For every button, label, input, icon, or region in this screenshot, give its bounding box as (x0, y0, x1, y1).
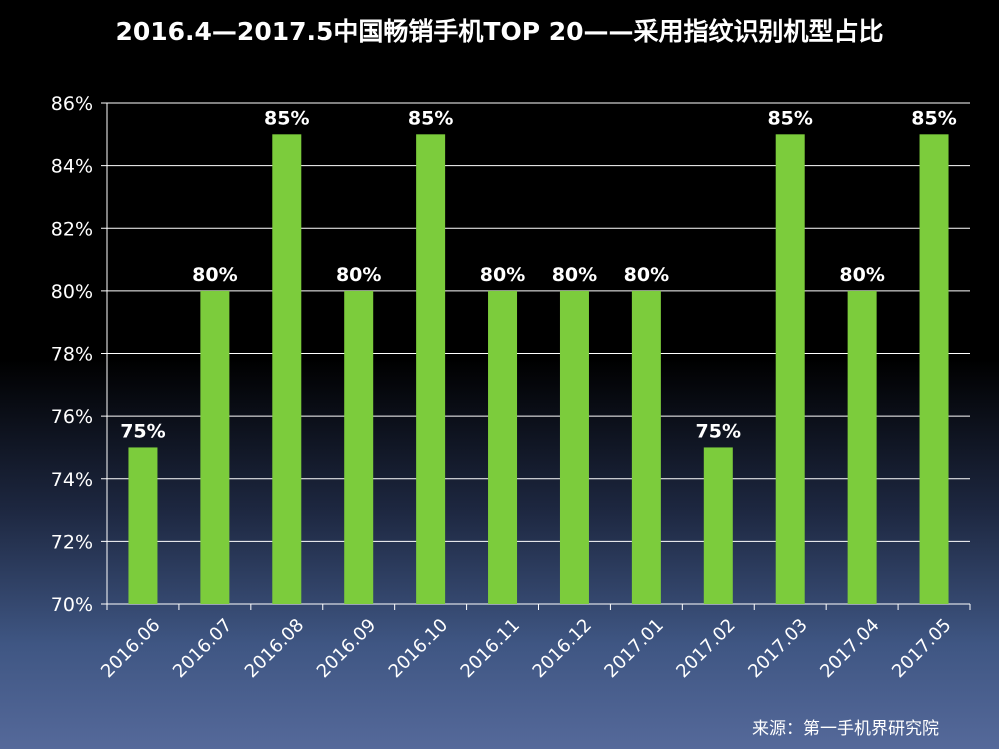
bar (847, 290, 877, 604)
x-tick-label: 2017.02 (672, 615, 739, 682)
data-label: 80% (192, 264, 237, 286)
data-label: 75% (696, 420, 741, 442)
bar (344, 290, 374, 604)
x-tick-label: 2016.06 (97, 615, 164, 682)
data-label: 80% (839, 264, 884, 286)
bar (919, 134, 949, 604)
y-tick-label: 86% (51, 93, 93, 115)
bar (775, 134, 805, 604)
bar (416, 134, 446, 604)
data-label: 75% (120, 420, 165, 442)
y-tick-label: 82% (51, 218, 93, 240)
y-tick-label: 72% (51, 531, 93, 553)
bar (631, 290, 661, 604)
y-tick-label: 78% (51, 344, 93, 366)
y-tick-label: 74% (51, 469, 93, 491)
y-tick-label: 84% (51, 156, 93, 178)
x-tick-label: 2017.04 (816, 615, 883, 682)
source-note: 来源：第一手机界研究院 (752, 719, 939, 739)
x-tick-label: 2017.05 (888, 615, 955, 682)
bar (488, 290, 518, 604)
bar (200, 290, 230, 604)
data-label: 80% (624, 264, 669, 286)
data-label: 80% (336, 264, 381, 286)
chart-title: 2016.4—2017.5中国畅销手机TOP 20——采用指纹识别机型占比 (115, 17, 884, 46)
x-tick-label: 2016.08 (241, 615, 308, 682)
y-tick-label: 70% (51, 594, 93, 616)
bar (272, 134, 302, 604)
data-label: 80% (480, 264, 525, 286)
x-tick-label: 2016.09 (313, 615, 380, 682)
x-tick-label: 2016.11 (457, 615, 524, 682)
y-tick-label: 80% (51, 281, 93, 303)
bar (703, 447, 733, 604)
data-label: 85% (264, 107, 309, 129)
data-label: 85% (408, 107, 453, 129)
x-tick-label: 2016.12 (529, 615, 596, 682)
bar (559, 290, 589, 604)
data-label: 80% (552, 264, 597, 286)
x-tick-label: 2016.10 (385, 615, 452, 682)
y-tick-label: 76% (51, 406, 93, 428)
bar (128, 447, 158, 604)
data-label: 85% (767, 107, 812, 129)
x-tick-label: 2016.07 (169, 615, 236, 682)
x-tick-label: 2017.01 (600, 615, 667, 682)
data-label: 85% (911, 107, 956, 129)
x-tick-label: 2017.03 (744, 615, 811, 682)
